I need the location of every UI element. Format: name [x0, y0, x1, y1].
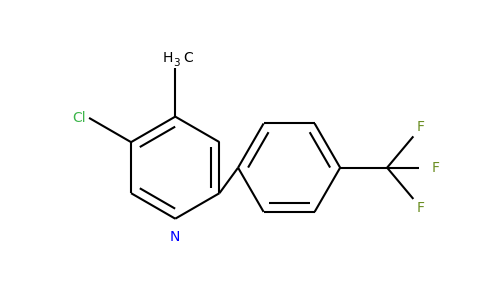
Text: N: N: [170, 230, 181, 244]
Text: C: C: [183, 51, 193, 65]
Text: F: F: [432, 161, 440, 175]
Text: F: F: [417, 120, 424, 134]
Text: F: F: [417, 201, 424, 215]
Text: Cl: Cl: [72, 111, 86, 125]
Text: 3: 3: [173, 58, 180, 68]
Text: H: H: [163, 51, 173, 65]
